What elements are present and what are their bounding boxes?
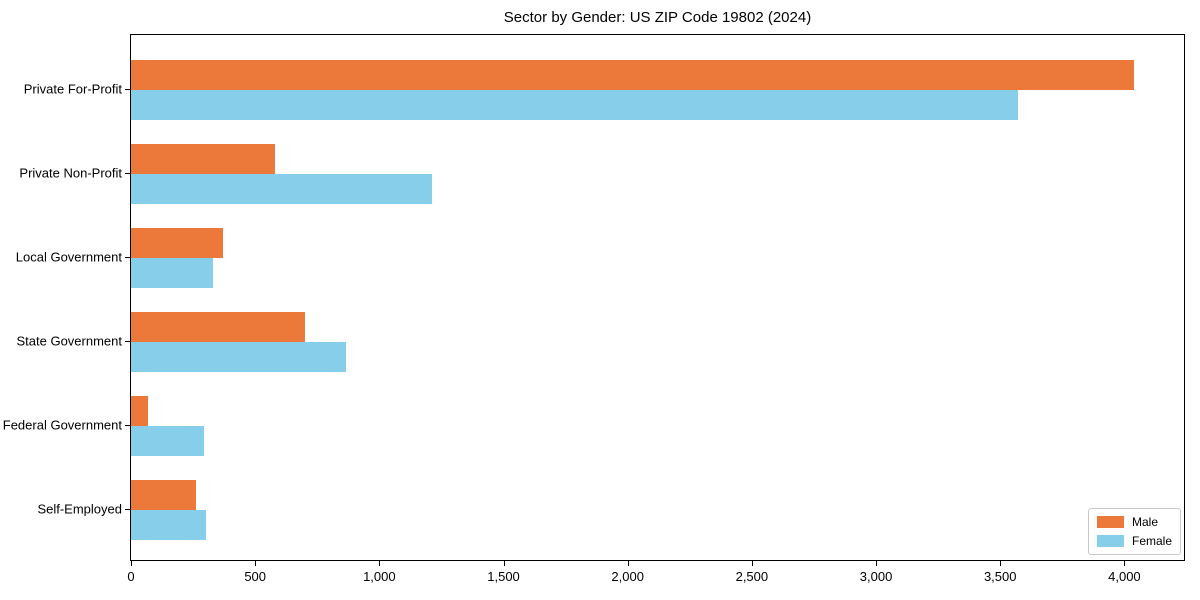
y-tick	[125, 341, 130, 342]
y-tick	[125, 425, 130, 426]
bar-female-private-for-profit	[131, 90, 1018, 120]
x-tick	[1124, 561, 1126, 566]
legend-item-female: Female	[1097, 534, 1172, 548]
x-tick	[131, 561, 132, 566]
bar-male-private-non-profit	[131, 144, 276, 174]
x-tick-label-3-000: 3,000	[859, 569, 893, 584]
bar-female-state-government	[131, 342, 346, 372]
y-tick	[125, 257, 130, 258]
y-tick-label-private-non-profit: Private Non-Profit	[19, 165, 122, 181]
y-tick	[125, 89, 130, 90]
legend-item-male: Male	[1097, 515, 1172, 529]
bar-male-state-government	[131, 312, 305, 342]
bar-female-federal-government	[131, 426, 205, 456]
bar-male-federal-government	[131, 396, 149, 426]
legend-label-female: Female	[1132, 534, 1173, 548]
bar-male-private-for-profit	[131, 60, 1135, 90]
bar-female-local-government	[131, 258, 213, 288]
y-tick-label-federal-government: Federal Government	[2, 417, 122, 433]
x-tick	[627, 561, 629, 566]
bar-male-self-employed	[131, 480, 196, 510]
y-tick-label-state-government: State Government	[16, 333, 123, 349]
x-tick-label-4-000: 4,000	[1108, 569, 1141, 584]
x-tick-label-3-500: 3,500	[983, 569, 1017, 584]
x-tick	[255, 561, 257, 566]
legend-swatch-female	[1097, 535, 1124, 547]
bar-female-self-employed	[131, 510, 206, 540]
x-tick	[379, 561, 381, 566]
x-tick	[876, 561, 878, 566]
x-tick-label-1-000: 1,000	[363, 569, 396, 584]
y-tick-label-local-government: Local Government	[15, 249, 122, 265]
plot-area	[130, 34, 1185, 561]
bar-female-private-non-profit	[131, 174, 432, 204]
legend-swatch-male	[1097, 516, 1124, 528]
x-tick-label-2-000: 2,000	[611, 569, 644, 584]
y-tick-label-self-employed: Self-Employed	[37, 501, 122, 517]
y-tick-label-private-for-profit: Private For-Profit	[23, 81, 122, 97]
legend-label-male: Male	[1132, 515, 1159, 529]
x-tick	[503, 561, 505, 566]
x-tick-label-0: 0	[127, 569, 135, 584]
y-tick	[125, 509, 130, 510]
legend: Male Female	[1088, 508, 1181, 555]
chart-title: Sector by Gender: US ZIP Code 19802 (202…	[503, 9, 812, 26]
bar-male-local-government	[131, 228, 223, 258]
x-tick-label-2-500: 2,500	[735, 569, 769, 584]
x-tick-label-1-500: 1,500	[487, 569, 520, 584]
x-tick	[751, 561, 753, 566]
x-tick	[1000, 561, 1002, 566]
x-tick-label-500: 500	[244, 569, 267, 584]
y-tick	[125, 173, 130, 174]
